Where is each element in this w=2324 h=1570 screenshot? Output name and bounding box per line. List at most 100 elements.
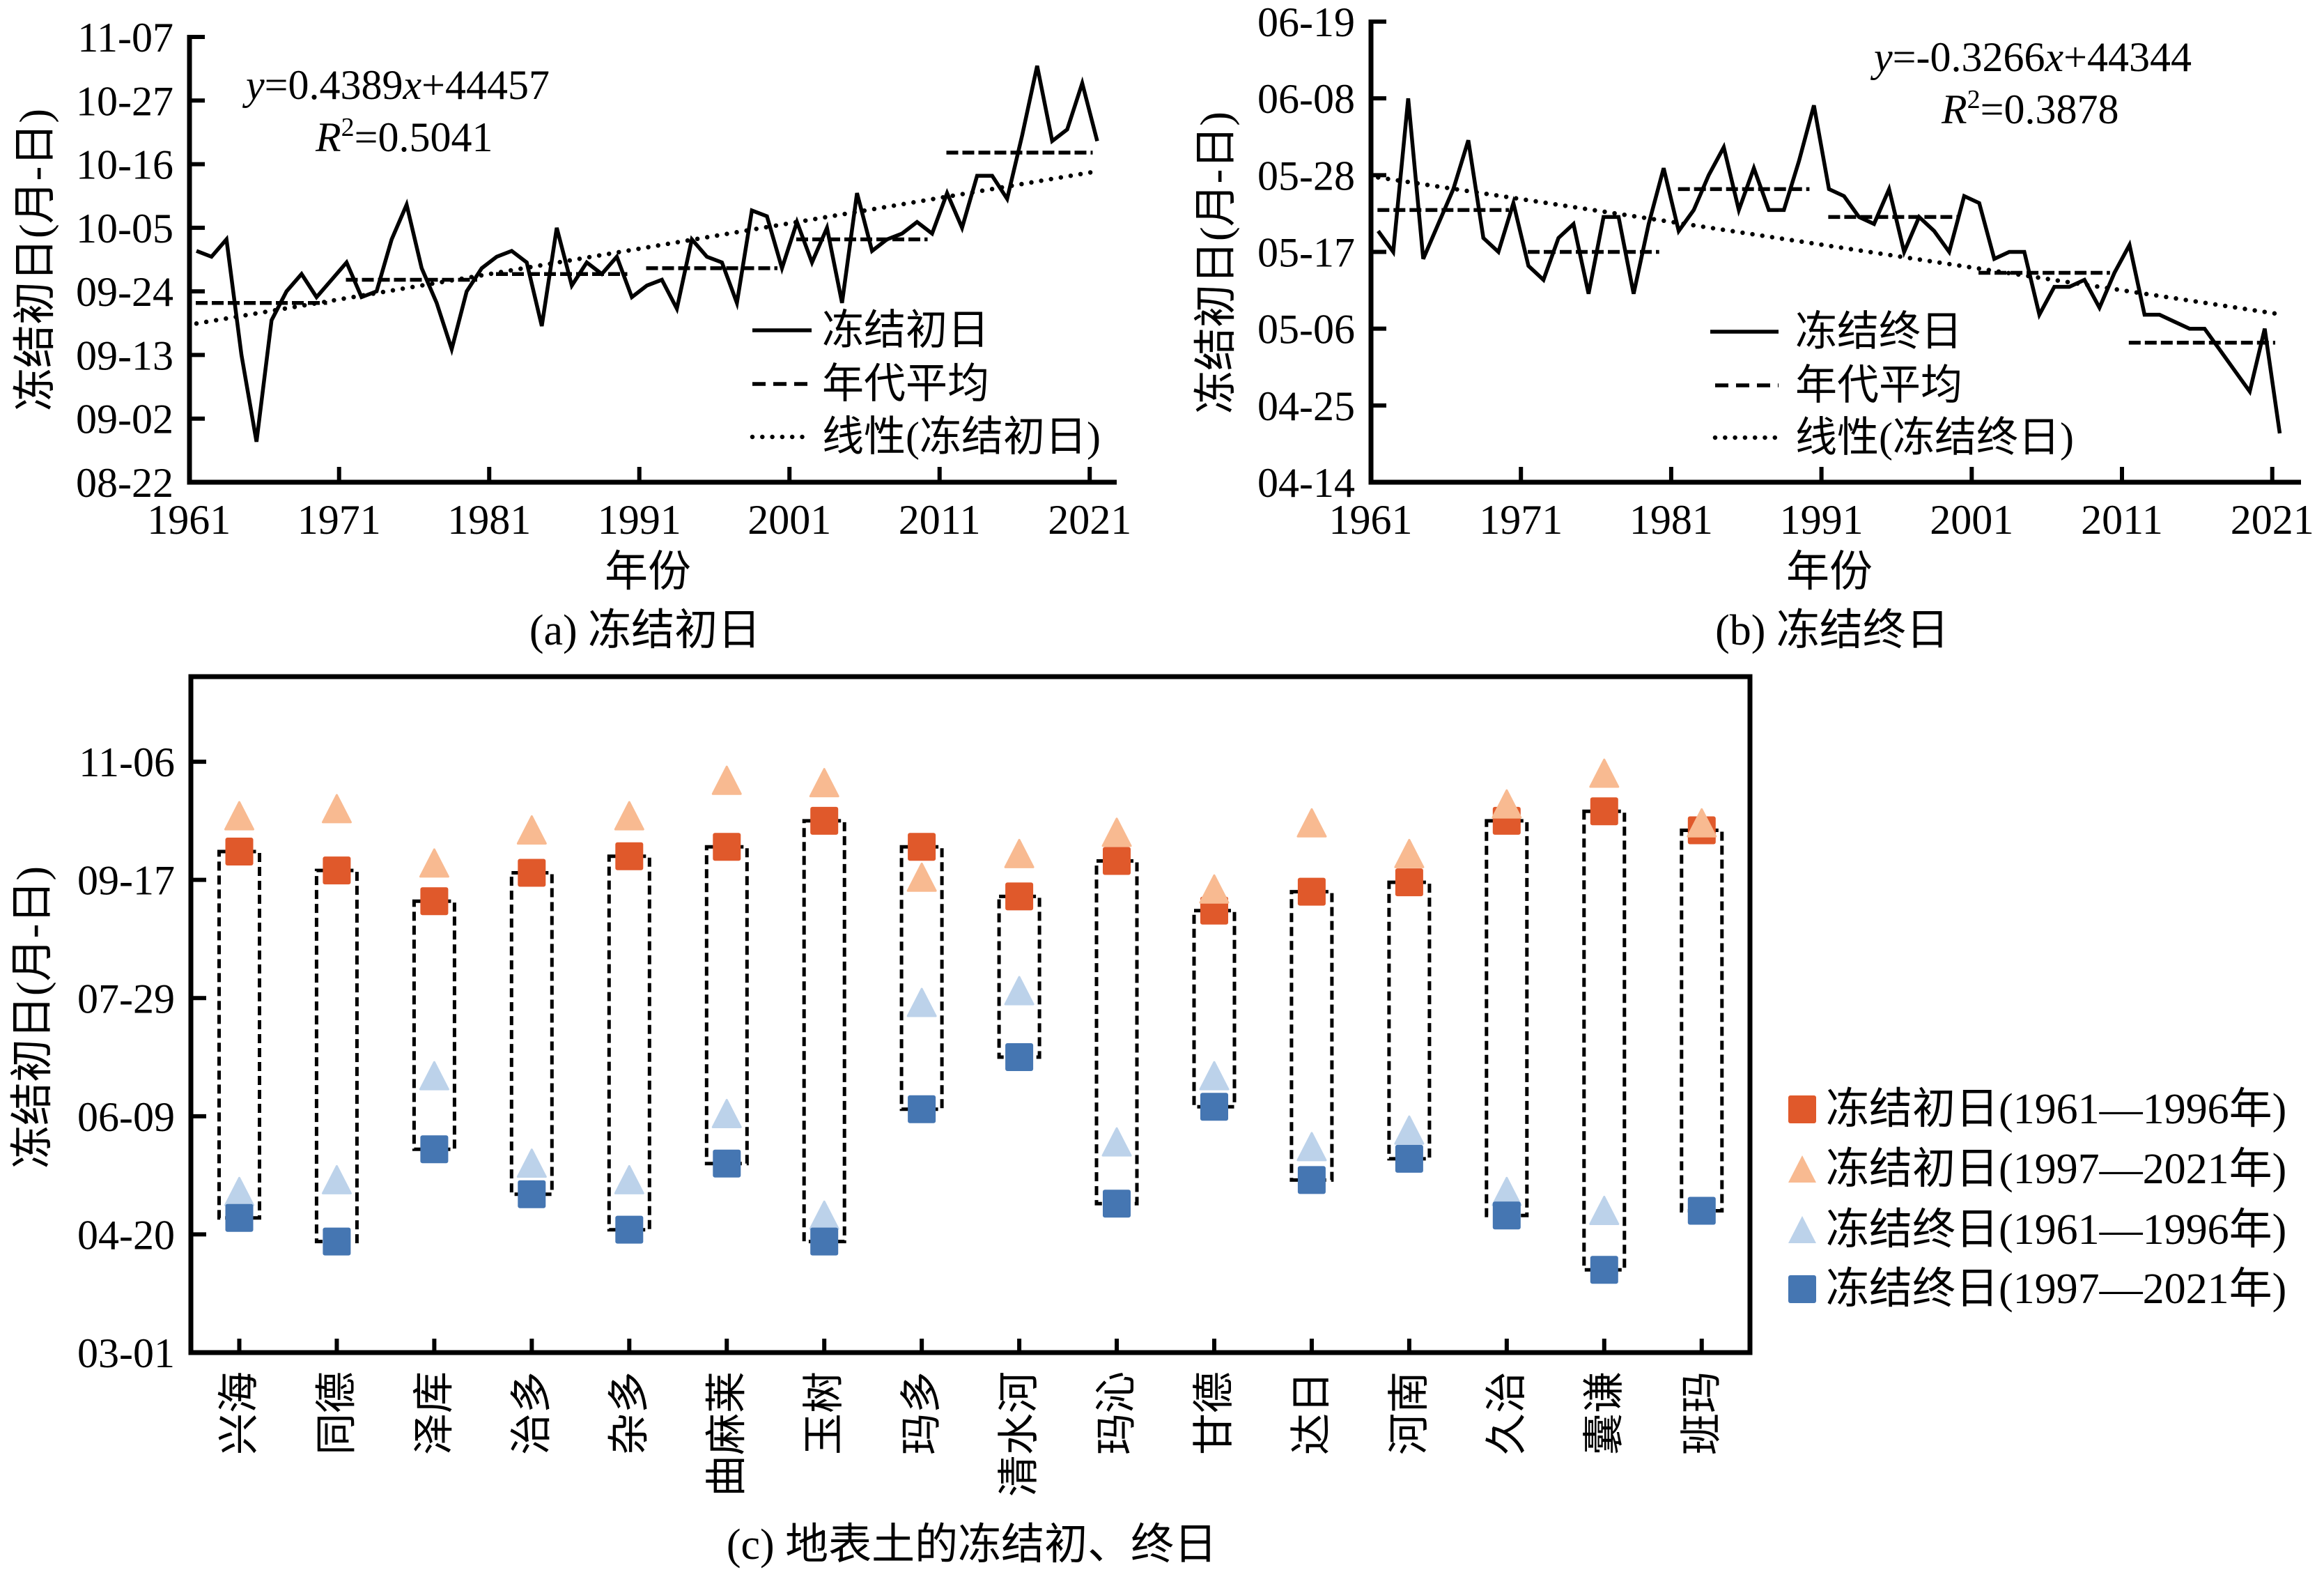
y-tick-label: 09-17 — [77, 858, 175, 904]
data-point — [509, 248, 515, 254]
data-point — [2036, 312, 2042, 318]
data-point — [1721, 144, 1726, 150]
station-label: 清水河 — [996, 1371, 1042, 1497]
data-point — [1496, 249, 1501, 255]
data-point — [1420, 256, 1426, 262]
marker-square — [518, 859, 546, 887]
station-label: 甘德 — [1191, 1371, 1237, 1455]
marker-triangle — [1394, 1115, 1425, 1145]
data-point — [1781, 207, 1787, 213]
panel-caption: (c) 地表土的冻结初、终日 — [727, 1521, 1217, 1569]
legend-label-decade-mean: 年代平均 — [1795, 362, 1962, 408]
marker-square — [1297, 877, 1326, 906]
equation-part: y — [1870, 34, 1893, 80]
y-tick-label: 05-28 — [1257, 153, 1355, 199]
x-axis-title: 年份 — [1786, 548, 1873, 596]
marker-triangle — [614, 801, 644, 831]
data-point — [1556, 236, 1561, 241]
data-point — [1946, 249, 1952, 255]
data-point — [1871, 221, 1877, 226]
marker-triangle — [1394, 838, 1425, 868]
marker-square — [1590, 797, 1618, 826]
data-point — [1706, 172, 1712, 178]
x-tick-label: 1971 — [1479, 497, 1563, 543]
marker-square — [615, 842, 644, 870]
data-point — [1601, 214, 1606, 220]
marker-square — [1200, 1093, 1228, 1121]
data-point — [2141, 312, 2147, 318]
equation-part: R — [315, 114, 341, 160]
equation-part: +44344 — [2063, 34, 2192, 80]
data-point — [975, 173, 980, 178]
data-point — [629, 294, 635, 300]
marker-square — [1687, 1196, 1716, 1225]
marker-triangle — [809, 1200, 839, 1230]
legend: 冻结终日 年代平均 线性(冻结终日) — [1710, 309, 2074, 461]
data-point — [1005, 196, 1010, 201]
legend-label-start-early: 冻结初日(1961—1996年) — [1826, 1086, 2286, 1133]
y-axis-title: 冻结初日(月-日) — [9, 866, 56, 1169]
panel-b-freeze-end-chart: 04-14 04-25 05-06 05-17 05-28 06-08 06-19 1961 1… — [1193, 0, 2314, 654]
data-point — [659, 277, 665, 283]
data-point — [1526, 263, 1531, 269]
x-tick-label: 2011 — [899, 497, 981, 543]
data-point — [1631, 291, 1636, 297]
data-point — [1766, 207, 1772, 213]
data-point — [494, 254, 499, 259]
data-point — [809, 260, 815, 265]
x-tick-label: 2021 — [1048, 497, 1131, 543]
data-point — [945, 190, 950, 196]
marker-triangle — [1492, 789, 1522, 819]
data-point — [1616, 214, 1621, 220]
marker-square — [1590, 1256, 1618, 1284]
marker-triangle — [1296, 1132, 1327, 1162]
legend: 冻结初日 年代平均 线性(冻结初日) — [750, 307, 1101, 460]
marker-square — [713, 1149, 741, 1178]
marker-triangle — [906, 862, 937, 892]
data-point — [1586, 291, 1591, 297]
marker-square — [713, 833, 741, 861]
range-box — [217, 849, 261, 1220]
marker-triangle — [1589, 758, 1620, 788]
marker-square — [1297, 1166, 1326, 1194]
data-point — [464, 288, 470, 294]
data-point — [1436, 221, 1441, 226]
data-point — [1887, 186, 1892, 192]
y-tick-label: 10-16 — [76, 142, 173, 188]
marker-triangle — [711, 1098, 742, 1128]
data-point — [1992, 256, 1997, 262]
y-tick-label: 06-08 — [1257, 76, 1355, 122]
data-point — [254, 439, 259, 445]
data-point — [1826, 186, 1831, 192]
y-tick-label: 10-05 — [76, 206, 173, 252]
data-point — [1901, 249, 1907, 255]
data-point — [839, 300, 845, 306]
panel-c-station-freeze-dates-chart: 03-01 04-20 06-09 07-29 09-17 11-06 兴海 同德 泽库 治多 杂多… — [9, 674, 2286, 1569]
data-point — [2052, 284, 2057, 290]
marker-triangle — [321, 794, 352, 824]
data-point — [2202, 326, 2208, 332]
y-tick-label: 04-20 — [77, 1212, 175, 1258]
range-box — [802, 819, 846, 1244]
y-tick-label: 07-29 — [77, 976, 175, 1022]
range-box — [1485, 819, 1529, 1217]
marker-square — [615, 1215, 644, 1244]
marker-square — [1200, 896, 1228, 925]
data-point — [449, 346, 454, 352]
station-label: 泽库 — [411, 1371, 457, 1455]
data-point — [1480, 236, 1486, 241]
equation-part: x — [402, 62, 421, 108]
trend-line — [194, 169, 1100, 326]
data-point — [644, 283, 650, 288]
y-tick-label: 04-14 — [1257, 460, 1355, 506]
data-point — [1736, 207, 1742, 213]
station-label: 同德 — [313, 1371, 359, 1455]
marker-square — [323, 1227, 351, 1256]
panel-b-plot-area: 04-14 04-25 05-06 05-17 05-28 06-08 06-19 1961 1… — [1257, 0, 2314, 543]
data-point — [1080, 80, 1085, 86]
data-point — [614, 254, 619, 259]
legend-marker-square — [1788, 1275, 1816, 1303]
marker-square — [810, 806, 839, 835]
data-point — [1019, 132, 1025, 138]
x-tick-label: 1961 — [1329, 497, 1413, 543]
